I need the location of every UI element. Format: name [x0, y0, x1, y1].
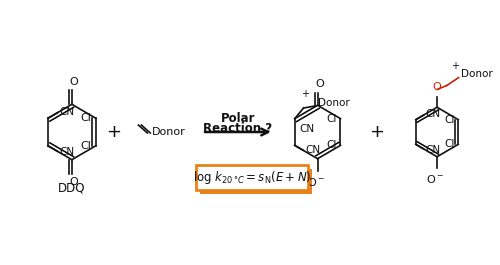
Text: O: O: [432, 82, 442, 92]
Text: Polar: Polar: [220, 112, 255, 125]
Text: Cl: Cl: [326, 140, 336, 150]
Text: Cl: Cl: [444, 115, 454, 125]
Text: +: +: [106, 123, 122, 141]
Text: +: +: [369, 123, 384, 141]
Text: CN: CN: [305, 145, 320, 155]
Text: CN: CN: [426, 109, 440, 119]
Text: Cl: Cl: [81, 113, 92, 123]
FancyBboxPatch shape: [200, 169, 312, 194]
FancyBboxPatch shape: [196, 165, 308, 190]
Text: $\mathrm{O}^-$: $\mathrm{O}^-$: [426, 173, 444, 185]
Text: CN: CN: [60, 107, 74, 117]
Text: CN: CN: [60, 147, 74, 157]
Text: CN: CN: [426, 145, 440, 155]
Text: Cl: Cl: [326, 114, 336, 124]
Text: Reaction ?: Reaction ?: [204, 122, 272, 135]
Text: Donor: Donor: [460, 69, 492, 79]
Text: Donor: Donor: [152, 127, 186, 137]
Text: CN: CN: [300, 123, 314, 134]
Text: +: +: [450, 61, 458, 71]
Text: DDQ: DDQ: [58, 182, 86, 195]
Text: +: +: [302, 89, 310, 99]
Text: O: O: [315, 80, 324, 90]
Text: $\mathrm{O}^-$: $\mathrm{O}^-$: [306, 175, 324, 188]
Text: O: O: [70, 77, 78, 87]
Text: O: O: [70, 176, 78, 187]
Text: Cl: Cl: [444, 139, 454, 149]
Text: Cl: Cl: [81, 141, 92, 151]
Text: $\mathrm{log}\ k_{20\,°C} = s_\mathrm{N}(E + N)$: $\mathrm{log}\ k_{20\,°C} = s_\mathrm{N}…: [193, 169, 311, 186]
Text: Donor: Donor: [318, 98, 350, 108]
